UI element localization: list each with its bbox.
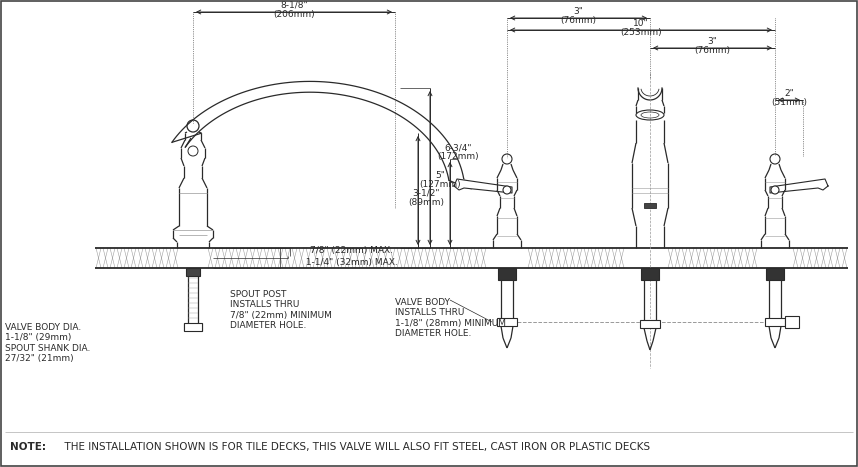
Text: NOTE:: NOTE: <box>10 442 46 452</box>
Bar <box>766 268 784 280</box>
Text: 8-1/8": 8-1/8" <box>281 0 308 9</box>
Text: 3-1/2": 3-1/2" <box>412 189 440 198</box>
Text: 5": 5" <box>435 171 445 181</box>
Text: 6-3/4": 6-3/4" <box>444 143 472 153</box>
Bar <box>184 323 202 331</box>
Polygon shape <box>454 179 512 193</box>
Circle shape <box>503 186 511 194</box>
Polygon shape <box>770 179 828 193</box>
Text: 7/8" (22mm) MAX.: 7/8" (22mm) MAX. <box>310 247 393 255</box>
Text: (206mm): (206mm) <box>273 10 315 20</box>
Text: (253mm): (253mm) <box>620 28 662 37</box>
Text: (89mm): (89mm) <box>408 198 444 206</box>
Bar <box>644 203 656 208</box>
Text: 3": 3" <box>708 36 717 45</box>
Text: 27/32" (21mm): 27/32" (21mm) <box>5 354 74 363</box>
Text: 2": 2" <box>784 89 794 98</box>
Text: VALVE BODY DIA.: VALVE BODY DIA. <box>5 323 82 332</box>
Text: THE INSTALLATION SHOWN IS FOR TILE DECKS, THIS VALVE WILL ALSO FIT STEEL, CAST I: THE INSTALLATION SHOWN IS FOR TILE DECKS… <box>58 442 650 452</box>
Bar <box>497 318 517 326</box>
Circle shape <box>771 186 779 194</box>
Text: (172mm): (172mm) <box>438 153 479 162</box>
Text: (76mm): (76mm) <box>560 16 596 26</box>
Bar <box>640 320 660 328</box>
Text: SPOUT POST
INSTALLS THRU
7/8" (22mm) MINIMUM
DIAMETER HOLE.: SPOUT POST INSTALLS THRU 7/8" (22mm) MIN… <box>230 290 332 330</box>
Text: (127mm): (127mm) <box>420 181 461 190</box>
Text: 10": 10" <box>633 19 649 28</box>
Bar <box>641 268 659 280</box>
Text: (51mm): (51mm) <box>771 99 807 107</box>
Bar <box>765 318 785 326</box>
Text: 1-1/4" (32mm) MAX.: 1-1/4" (32mm) MAX. <box>300 257 398 267</box>
Text: SPOUT SHANK DIA.: SPOUT SHANK DIA. <box>5 344 90 353</box>
Bar <box>498 268 516 280</box>
Text: 1-1/8" (29mm): 1-1/8" (29mm) <box>5 333 71 342</box>
Text: (76mm): (76mm) <box>694 47 730 56</box>
Bar <box>186 268 200 276</box>
Bar <box>785 316 799 328</box>
Text: VALVE BODY
INSTALLS THRU
1-1/8" (28mm) MINIMUM
DIAMETER HOLE.: VALVE BODY INSTALLS THRU 1-1/8" (28mm) M… <box>395 298 506 338</box>
Text: 3": 3" <box>573 7 583 15</box>
